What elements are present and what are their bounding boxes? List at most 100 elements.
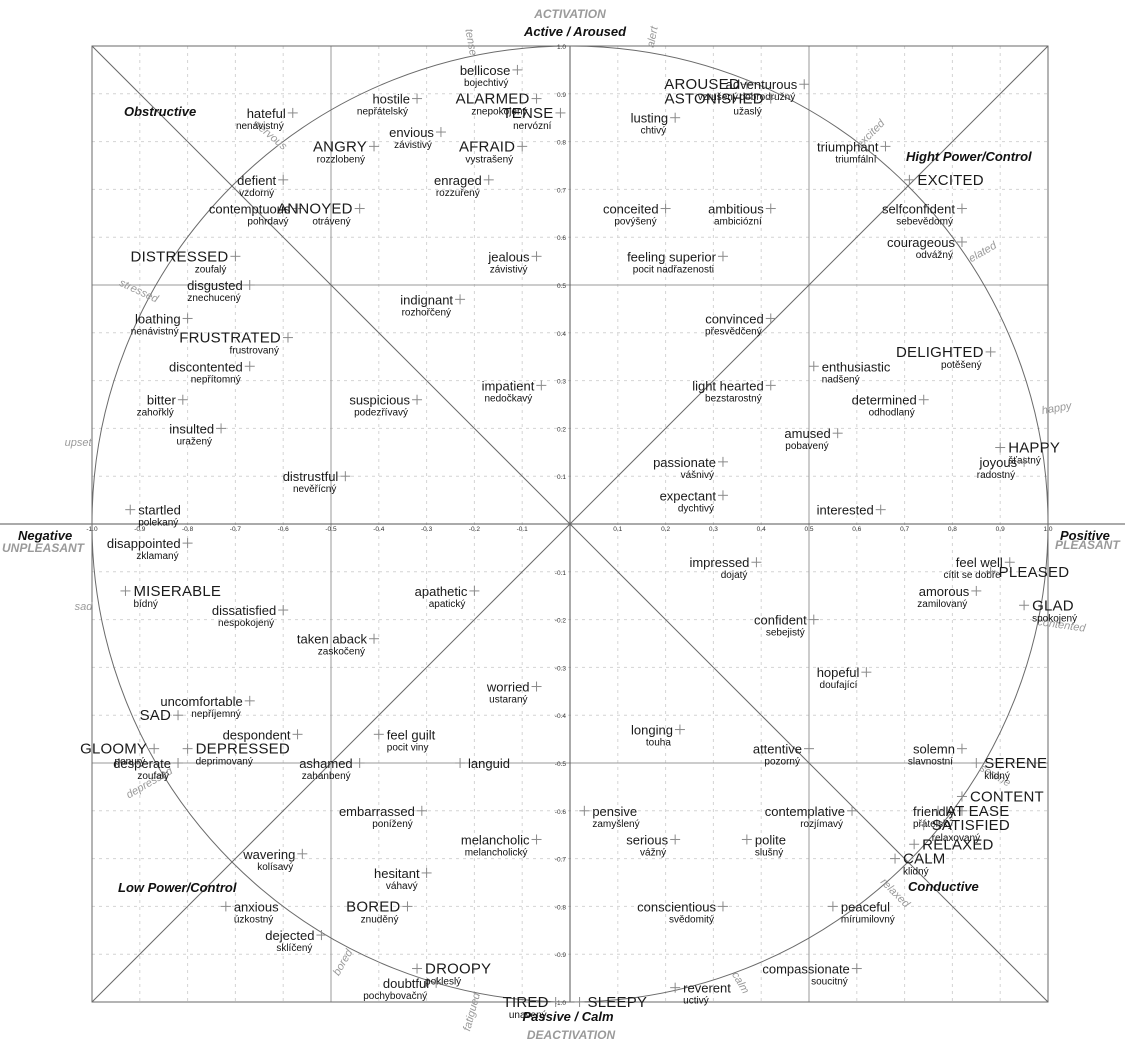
emotion-word-en: selfconfident (882, 202, 955, 217)
emotion-word-en: TIRED (503, 994, 549, 1011)
emotion-word-en: expectant (660, 488, 717, 503)
emotion-word-cz: znepokojený (471, 107, 527, 118)
emotion-word-en: hesitant (374, 866, 420, 881)
emotion-word-en: taken aback (297, 632, 368, 647)
x-tick-label: -0.4 (373, 526, 385, 533)
emotion-word-en: contemplative (765, 804, 845, 819)
emotion-word: PLEASED (985, 564, 1069, 581)
axis-label-negative: Negative (18, 528, 72, 543)
emotion-word: languid (455, 756, 510, 771)
emotion-word-en: feel guilt (387, 727, 436, 742)
emotion-word-en: desperate (113, 756, 171, 771)
emotion-word-cz: nepřítomný (191, 374, 241, 385)
circle-label-stressed: stressed (117, 277, 161, 306)
emotion-word-en: longing (631, 723, 673, 738)
emotion-word-en: feel well (956, 555, 1003, 570)
emotion-word-cz: touha (646, 738, 671, 749)
emotion-word-cz: dobrodružný (740, 92, 796, 103)
emotion-word-en: convinced (705, 311, 764, 326)
emotion-word-en: conscientious (637, 899, 716, 914)
emotion-word-en: doubtful (383, 976, 429, 991)
emotion-word-en: GLOOMY (80, 741, 147, 758)
emotion-word-en: pensive (592, 804, 637, 819)
emotion-word-en: bitter (147, 393, 177, 408)
emotion-word-cz: znechucený (187, 293, 240, 304)
emotion-word-en: solemn (913, 742, 955, 757)
emotion-word-cz: nevěřícný (293, 484, 336, 495)
x-tick-label: -0.6 (278, 526, 290, 533)
x-tick-label: -0.2 (469, 526, 481, 533)
emotion-word-en: enraged (434, 173, 482, 188)
circle-label-upset: upset (65, 437, 93, 449)
y-tick-label: 0.7 (557, 187, 566, 194)
emotion-word-en: HAPPY (1008, 440, 1060, 457)
diagonal-line (91, 45, 1049, 1003)
emotion-word: AT EASE (933, 803, 1009, 820)
y-tick-label: -0.4 (555, 713, 567, 720)
y-tick-label: -0.2 (555, 618, 567, 625)
emotion-word-en: DEPRESSED (196, 741, 290, 758)
emotion-word-cz: bezstarostný (705, 393, 762, 404)
emotion-word-cz: nepříjemný (191, 709, 240, 720)
emotion-word-en: ALARMED (456, 91, 530, 108)
emotion-word-cz: nepřátelský (357, 107, 408, 118)
emotion-word-cz: zoufalý (137, 771, 169, 782)
emotion-word-en: ASTONISHED (665, 91, 764, 108)
emotion-word-en: EXCITED (917, 172, 983, 189)
x-tick-label: 0.1 (613, 526, 622, 533)
emotion-word-cz: potěšený (941, 360, 982, 371)
y-tick-label: -0.1 (555, 570, 567, 577)
emotion-word-cz: sebevědomý (896, 217, 953, 228)
emotion-word-cz: povýšený (614, 217, 656, 228)
x-tick-label: -0.1 (517, 526, 529, 533)
emotion-word-cz: zaskočený (318, 647, 365, 658)
emotion-word-cz: frustrovaný (230, 346, 279, 357)
emotion-word-cz: pohrdavý (247, 217, 288, 228)
emotion-word-cz: slušný (755, 847, 783, 858)
emotion-word-en: GLAD (1032, 597, 1074, 614)
x-tick-label: 0.3 (709, 526, 718, 533)
emotion-word-en: impatient (482, 378, 535, 393)
y-tick-label: 0.9 (557, 92, 566, 99)
y-tick-label: 0.6 (557, 235, 566, 242)
emotion-word-cz: nespokojený (218, 618, 274, 629)
emotion-word-en: interested (817, 503, 874, 518)
emotion-word-en: polite (755, 832, 786, 847)
x-tick-label: 0.4 (757, 526, 766, 533)
emotion-word-cz: klidný (984, 771, 1010, 782)
emotion-word-en: enthusiastic (822, 359, 891, 374)
emotion-word-cz: svědomitý (669, 914, 714, 925)
